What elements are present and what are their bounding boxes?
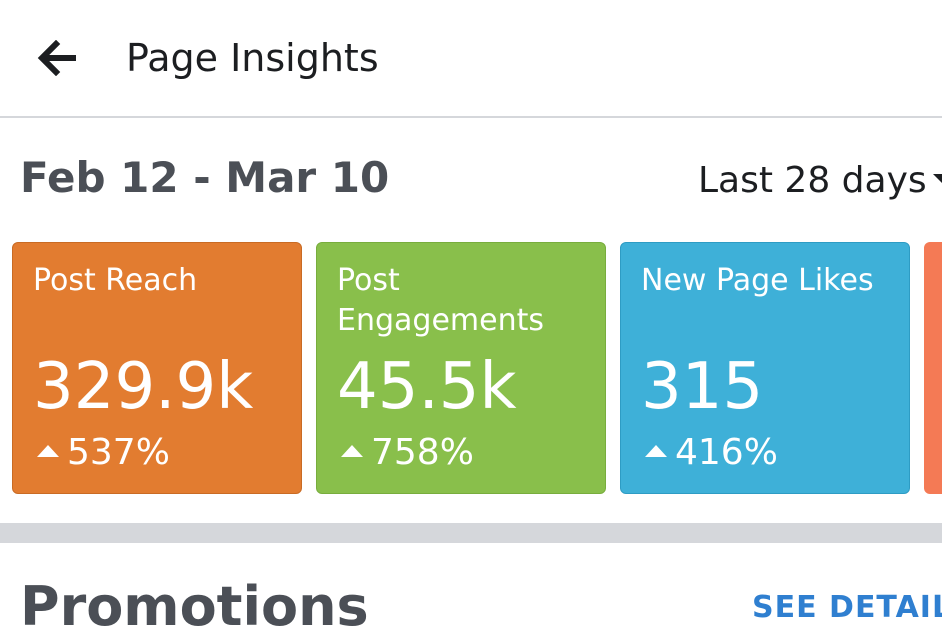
metric-card-post-engagements[interactable]: Post Engagements 45.5k 758%	[316, 242, 606, 494]
metric-change-value: 758%	[371, 432, 474, 473]
page-title: Page Insights	[126, 36, 379, 80]
metric-label: Post Reach	[33, 263, 198, 298]
metric-card-post-reach[interactable]: Post Reach 329.9k 537%	[12, 242, 302, 494]
period-dropdown[interactable]: Last 28 days	[698, 152, 942, 208]
back-button[interactable]	[28, 30, 88, 86]
triangle-up-icon	[37, 445, 59, 457]
metric-change-value: 537%	[67, 432, 170, 473]
triangle-up-icon	[341, 445, 363, 457]
see-details-link[interactable]: SEE DETAILS	[752, 590, 942, 625]
section-divider	[0, 523, 942, 543]
metric-change: 416%	[645, 431, 778, 475]
caret-down-icon	[932, 174, 942, 186]
metric-value: 315	[641, 350, 764, 424]
date-range: Feb 12 - Mar 10	[20, 153, 390, 202]
metric-card-partial[interactable]	[924, 242, 942, 494]
metric-label: Post Engagements	[337, 263, 544, 338]
metric-value: 329.9k	[33, 350, 254, 424]
arrow-left-icon	[37, 40, 76, 76]
app-header: Page Insights	[0, 0, 942, 118]
promotions-title: Promotions	[20, 575, 369, 638]
metric-change: 537%	[37, 431, 170, 475]
period-label: Last 28 days	[698, 159, 927, 201]
metric-card-new-page-likes[interactable]: New Page Likes 315 416%	[620, 242, 910, 494]
metric-label: New Page Likes	[641, 263, 874, 298]
triangle-up-icon	[645, 445, 667, 457]
metric-change-value: 416%	[675, 432, 778, 473]
metric-change: 758%	[341, 431, 474, 475]
metric-value: 45.5k	[337, 350, 517, 424]
